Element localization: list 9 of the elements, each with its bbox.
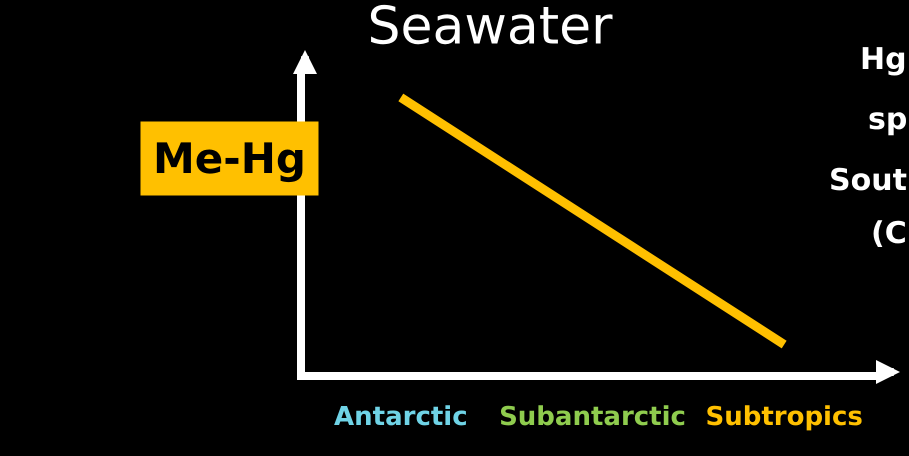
x-tick-label: Antarctic	[334, 402, 468, 432]
annotation: Sout	[829, 163, 907, 198]
y-axis-title: Me-Hg	[153, 134, 306, 183]
chart-title: Seawater	[367, 0, 614, 56]
x-tick-label: Subantarctic	[499, 402, 686, 432]
annotation: sp	[868, 102, 908, 137]
x-tick-label: Subtropics	[705, 402, 863, 432]
annotation: (C	[871, 216, 907, 251]
text: Hg	[860, 42, 907, 77]
